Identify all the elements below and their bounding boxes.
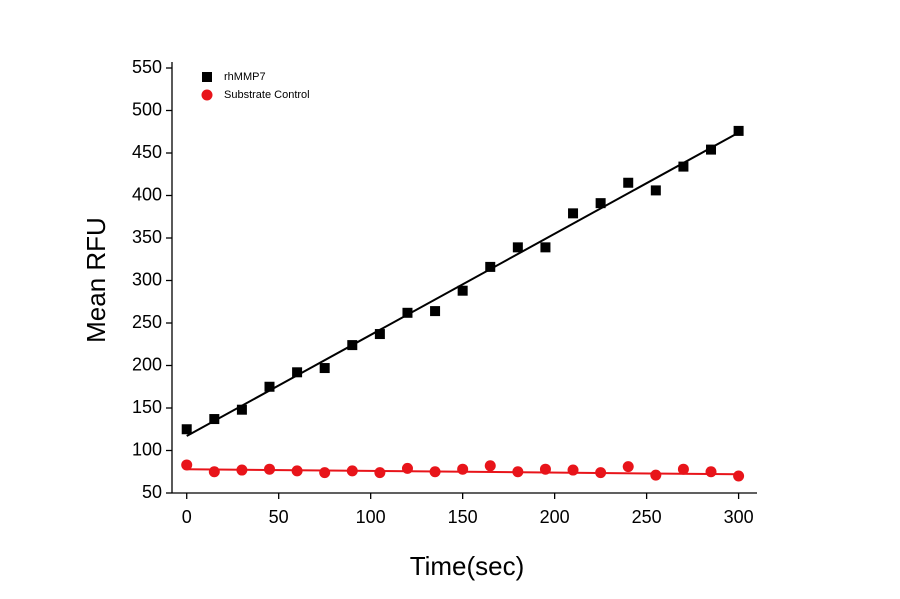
data-point <box>678 161 689 172</box>
data-point <box>401 462 413 474</box>
data-point <box>264 381 275 392</box>
data-point <box>457 285 468 296</box>
data-point <box>374 467 386 479</box>
data-point <box>346 465 358 477</box>
data-point <box>430 306 441 317</box>
data-point <box>512 466 524 478</box>
data-point <box>236 404 247 415</box>
data-point <box>374 329 385 340</box>
y-tick-label: 400 <box>132 184 162 204</box>
y-tick-label: 550 <box>132 57 162 77</box>
data-point <box>733 125 744 136</box>
y-tick-label: 250 <box>132 312 162 332</box>
data-point <box>568 208 579 219</box>
x-tick-label: 0 <box>182 507 192 527</box>
data-point <box>291 465 303 477</box>
y-tick-label: 200 <box>132 354 162 374</box>
legend-marker <box>201 89 213 101</box>
y-tick-label: 150 <box>132 397 162 417</box>
data-point <box>319 467 331 479</box>
x-axis-title: Time(sec) <box>410 551 525 581</box>
x-tick-label: 150 <box>448 507 478 527</box>
y-tick-label: 350 <box>132 227 162 247</box>
y-tick-label: 100 <box>132 439 162 459</box>
legend-label: rhMMP7 <box>224 71 266 83</box>
data-point <box>429 466 441 478</box>
y-axis-title: Mean RFU <box>81 217 111 343</box>
data-point <box>706 144 717 155</box>
data-point <box>733 470 745 482</box>
data-point <box>484 460 496 472</box>
data-point <box>485 261 496 272</box>
data-point <box>650 469 662 481</box>
data-point <box>595 467 607 479</box>
data-point <box>181 459 193 471</box>
legend-label: Substrate Control <box>224 89 310 101</box>
data-point <box>567 464 579 476</box>
x-tick-label: 300 <box>724 507 754 527</box>
x-tick-label: 250 <box>632 507 662 527</box>
data-point <box>677 463 689 475</box>
data-point <box>292 367 303 378</box>
data-point <box>595 198 606 209</box>
data-point <box>512 242 523 253</box>
data-point <box>264 463 275 475</box>
x-tick-label: 100 <box>356 507 386 527</box>
legend-marker <box>202 72 212 82</box>
data-point <box>236 464 248 476</box>
data-point <box>402 307 413 318</box>
data-point <box>347 340 358 351</box>
y-tick-label: 500 <box>132 99 162 119</box>
data-point <box>539 463 551 475</box>
data-point <box>623 177 634 188</box>
data-point <box>650 185 661 196</box>
x-tick-label: 50 <box>269 507 289 527</box>
data-point <box>209 414 220 425</box>
data-point <box>319 363 330 374</box>
fit-line <box>186 131 740 437</box>
y-tick-label: 300 <box>132 269 162 289</box>
data-point <box>181 424 192 435</box>
data-point <box>705 466 717 478</box>
data-point <box>457 463 469 475</box>
data-point <box>540 242 551 253</box>
x-tick-label: 200 <box>540 507 570 527</box>
y-tick-label: 50 <box>142 482 162 502</box>
y-tick-label: 450 <box>132 142 162 162</box>
data-point <box>208 466 220 478</box>
data-point <box>622 461 634 473</box>
